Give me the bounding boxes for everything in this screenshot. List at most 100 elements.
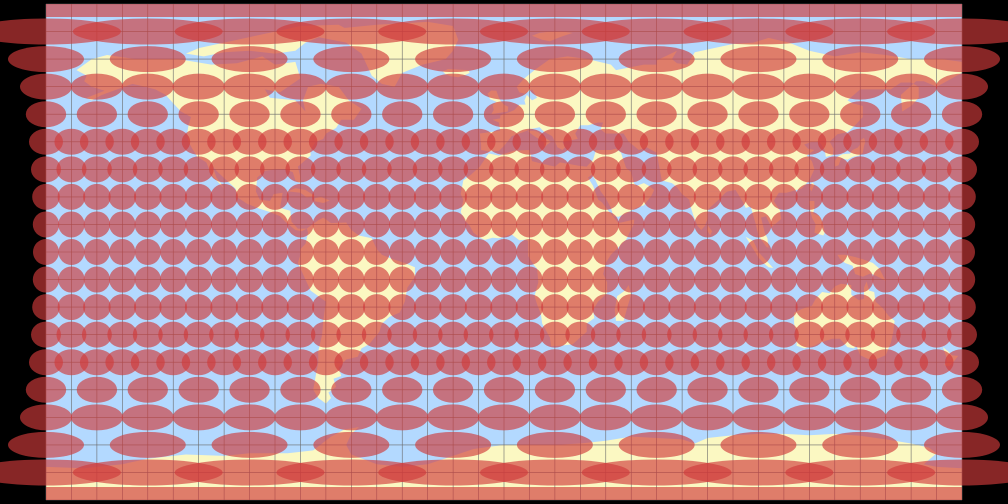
indicatrix-ellipse	[160, 239, 187, 265]
indicatrix-ellipse	[464, 183, 493, 210]
indicatrix-ellipse	[285, 156, 316, 183]
indicatrix-ellipse	[948, 183, 976, 210]
indicatrix-ellipse	[361, 321, 392, 348]
indicatrix-ellipse	[541, 239, 568, 265]
indicatrix-ellipse	[846, 294, 875, 321]
indicatrix-ellipse	[210, 294, 238, 321]
indicatrix-ellipse	[130, 349, 165, 376]
indicatrix-ellipse	[121, 73, 174, 100]
indicatrix-ellipse	[822, 46, 899, 73]
indicatrix-ellipse	[54, 128, 89, 155]
indicatrix-ellipse	[159, 183, 188, 210]
indicatrix-ellipse	[31, 321, 61, 348]
indicatrix-ellipse	[338, 266, 365, 293]
indicatrix-ellipse	[229, 376, 270, 403]
indicatrix-ellipse	[261, 294, 289, 321]
indicatrix-ellipse	[694, 266, 721, 293]
indicatrix-ellipse	[897, 294, 925, 321]
indicatrix-ellipse	[312, 266, 340, 293]
indicatrix-ellipse	[948, 294, 976, 321]
indicatrix-ellipse	[687, 376, 728, 403]
indicatrix-ellipse	[592, 211, 619, 238]
indicatrix-ellipse	[436, 128, 471, 155]
indicatrix-ellipse	[639, 349, 674, 376]
indicatrix-ellipse	[207, 349, 242, 376]
indicatrix-ellipse	[438, 156, 469, 183]
indicatrix-ellipse	[20, 73, 72, 100]
indicatrix-ellipse	[325, 404, 378, 431]
indicatrix-ellipse	[636, 376, 677, 403]
indicatrix-ellipse	[792, 349, 827, 376]
indicatrix-ellipse	[209, 156, 240, 183]
indicatrix-ellipse	[382, 376, 423, 403]
indicatrix-ellipse	[694, 239, 721, 265]
indicatrix-ellipse	[312, 183, 340, 210]
indicatrix-ellipse	[439, 211, 467, 238]
indicatrix-ellipse	[389, 239, 416, 265]
indicatrix-ellipse	[720, 239, 746, 265]
indicatrix-ellipse	[834, 73, 887, 100]
indicatrix-ellipse	[56, 156, 87, 183]
indicatrix-ellipse	[643, 266, 670, 293]
indicatrix-ellipse	[840, 376, 881, 403]
indicatrix-ellipse	[385, 128, 420, 155]
indicatrix-ellipse	[463, 156, 494, 183]
indicatrix-ellipse	[515, 294, 544, 321]
indicatrix-ellipse	[109, 46, 186, 73]
indicatrix-ellipse	[643, 211, 670, 238]
indicatrix-ellipse	[528, 73, 581, 100]
indicatrix-ellipse	[665, 349, 700, 376]
indicatrix-ellipse	[83, 266, 111, 293]
indicatrix-ellipse	[567, 211, 594, 238]
indicatrix-ellipse	[490, 211, 518, 238]
indicatrix-ellipse	[716, 349, 750, 376]
indicatrix-ellipse	[924, 431, 1000, 458]
indicatrix-ellipse	[744, 183, 773, 210]
indicatrix-ellipse	[235, 294, 264, 321]
indicatrix-ellipse	[363, 266, 390, 293]
indicatrix-ellipse	[843, 128, 878, 155]
indicatrix-ellipse	[76, 376, 118, 403]
indicatrix-ellipse	[387, 321, 418, 348]
indicatrix-ellipse	[32, 294, 60, 321]
indicatrix-ellipse	[229, 101, 270, 128]
indicatrix-ellipse	[127, 376, 168, 403]
indicatrix-ellipse	[796, 239, 823, 265]
indicatrix-ellipse	[591, 183, 620, 210]
indicatrix-ellipse	[921, 156, 952, 183]
indicatrix-ellipse	[440, 239, 467, 265]
indicatrix-ellipse	[681, 73, 734, 100]
indicatrix-ellipse	[478, 73, 530, 100]
indicatrix-ellipse	[262, 239, 288, 265]
indicatrix-ellipse	[108, 294, 137, 321]
indicatrix-ellipse	[768, 321, 799, 348]
indicatrix-ellipse	[732, 73, 785, 100]
indicatrix-ellipse	[207, 128, 242, 155]
indicatrix-ellipse	[260, 321, 290, 348]
indicatrix-ellipse	[936, 404, 988, 431]
indicatrix-ellipse	[719, 294, 747, 321]
indicatrix-ellipse	[668, 294, 696, 321]
indicatrix-ellipse	[236, 211, 263, 238]
indicatrix-ellipse	[389, 266, 416, 293]
indicatrix-ellipse	[743, 321, 774, 348]
indicatrix-ellipse	[669, 239, 696, 265]
indicatrix-ellipse	[618, 431, 695, 458]
indicatrix-ellipse	[745, 239, 772, 265]
indicatrix-ellipse	[592, 239, 619, 265]
indicatrix-ellipse	[539, 321, 570, 348]
indicatrix-ellipse	[338, 239, 365, 265]
indicatrix-ellipse	[438, 321, 469, 348]
indicatrix-ellipse	[821, 266, 848, 293]
indicatrix-ellipse	[413, 294, 442, 321]
indicatrix-ellipse	[109, 239, 136, 265]
indicatrix-ellipse	[210, 266, 238, 293]
indicatrix-ellipse	[541, 294, 569, 321]
north-pole-indicatrix-band	[46, 4, 962, 17]
indicatrix-ellipse	[121, 404, 174, 431]
indicatrix-ellipse	[745, 211, 772, 238]
indicatrix-ellipse	[287, 239, 314, 265]
indicatrix-ellipse	[427, 73, 480, 100]
indicatrix-ellipse	[868, 349, 903, 376]
indicatrix-ellipse	[183, 156, 214, 183]
